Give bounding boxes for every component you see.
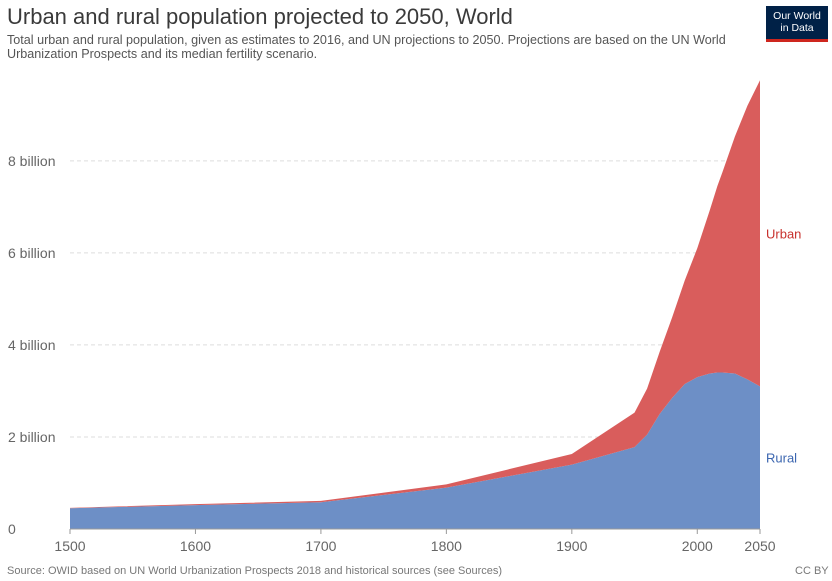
x-tick-label: 1700 (305, 538, 336, 554)
y-tick-label: 2 billion (8, 429, 55, 445)
series-label-rural: Rural (766, 451, 797, 466)
y-tick-label: 4 billion (8, 337, 55, 353)
x-tick-label: 1800 (431, 538, 462, 554)
x-tick-label: 2050 (744, 538, 775, 554)
x-tick-label: 2000 (682, 538, 713, 554)
area-chart: 0 2 billion 4 billion 6 billion 8 billion 150… (8, 80, 801, 554)
y-tick-label: 0 (8, 521, 16, 537)
chart-title: Urban and rural population projected to … (7, 4, 513, 29)
x-tick-label: 1900 (556, 538, 587, 554)
series-label-urban: Urban (766, 226, 801, 241)
chart-subtitle: Total urban and rural population, given … (7, 33, 726, 61)
owid-logo[interactable]: Our World in Data (766, 6, 828, 42)
axes: 0 2 billion 4 billion 6 billion 8 billion 150… (8, 153, 776, 554)
area-rural[interactable] (70, 372, 760, 529)
x-tick-label: 1600 (180, 538, 211, 554)
source-note[interactable]: Source: OWID based on UN World Urbanizat… (7, 565, 503, 577)
series-labels: Rural Urban (766, 226, 801, 465)
logo-line-2: in Data (780, 22, 814, 34)
logo-line-1: Our World (773, 10, 821, 22)
x-tick-label: 1500 (54, 538, 85, 554)
license-link[interactable]: CC BY (795, 565, 829, 577)
y-tick-label: 8 billion (8, 153, 55, 169)
y-tick-label: 6 billion (8, 245, 55, 261)
area-series (70, 80, 760, 529)
